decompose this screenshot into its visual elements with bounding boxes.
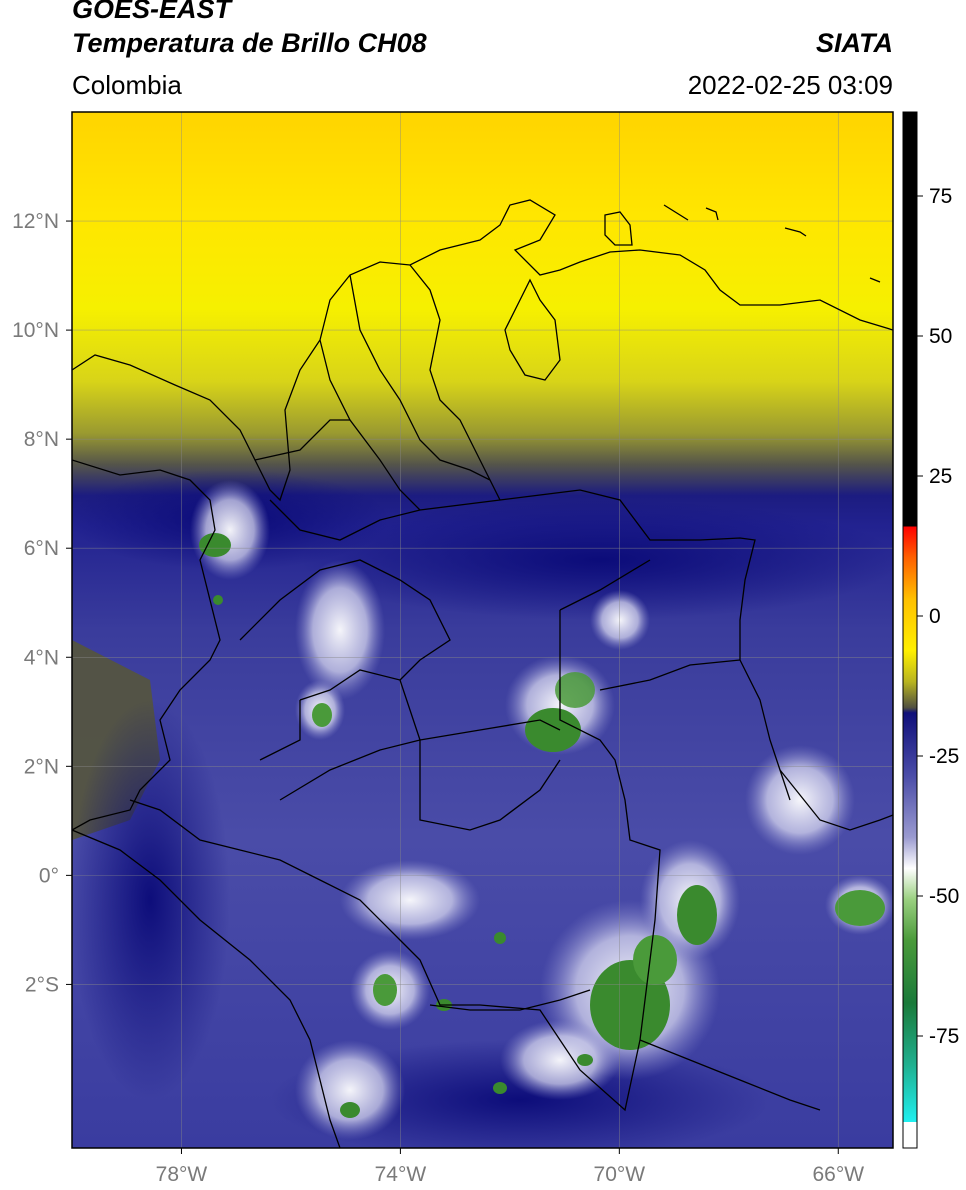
island	[663, 204, 689, 221]
island	[784, 227, 807, 237]
lon-tick-label: 66°W	[812, 1163, 864, 1186]
cold-cloud-top	[494, 932, 506, 944]
coastlines-borders	[72, 199, 893, 1148]
cloud-cluster	[340, 860, 480, 940]
cold-cloud-top	[312, 703, 332, 727]
internal-border	[299, 669, 421, 741]
internal-border	[409, 264, 491, 481]
cold-cloud-top	[525, 708, 581, 752]
colorbar-tick-label: -50	[929, 885, 959, 908]
internal-border	[349, 274, 501, 501]
internal-border	[419, 740, 561, 831]
ecuador-peru-border	[72, 829, 341, 1148]
gridlines	[72, 112, 893, 1148]
cloud-cluster	[590, 590, 650, 650]
cloud-cluster	[745, 745, 855, 855]
longitude-axis: 78°W 74°W 70°W 66°W	[156, 1148, 864, 1186]
lon-tick-label: 70°W	[594, 1163, 646, 1186]
cloud-cluster	[190, 480, 270, 580]
title-product: Temperatura de Brillo CH08	[72, 28, 427, 58]
brazil-border	[779, 769, 893, 831]
paraguana-peninsula	[604, 211, 633, 246]
colorbar-tick-label: -75	[929, 1025, 959, 1048]
cloud-cluster	[500, 1020, 620, 1100]
cold-cloud-top	[373, 974, 397, 1006]
cold-cloud-top	[633, 935, 677, 985]
internal-border	[319, 339, 421, 511]
cold-cloud-top	[199, 533, 231, 557]
lat-tick-label: 10°N	[12, 319, 59, 342]
cold-cloud-top	[577, 1054, 593, 1066]
colorbar-tick-label: 0	[929, 605, 941, 628]
map-area	[72, 112, 893, 1148]
navy-band-sw	[72, 700, 230, 1100]
latitude-axis: 12°N 10°N 8°N 6°N 4°N 2°N 0° 2°S	[12, 210, 72, 996]
internal-border	[639, 1039, 821, 1111]
region-label: Colombia	[72, 70, 182, 100]
map-frame	[71, 111, 894, 1149]
pacific-coast	[72, 459, 221, 831]
internal-border	[254, 419, 350, 461]
colorbar-ticks: 75 50 25 0 -25 -50 -75	[917, 185, 959, 1048]
timestamp: 2022-02-25 03:09	[687, 70, 893, 100]
lat-tick-label: 2°S	[25, 973, 59, 996]
cold-cloud-top	[340, 1102, 360, 1118]
colombia-south-border	[129, 610, 661, 1112]
caribbean-coast	[72, 199, 893, 502]
cold-cloud-top	[493, 1082, 507, 1094]
lat-tick-label: 2°N	[24, 755, 59, 778]
colorbar-tick-label: 75	[929, 185, 952, 208]
lat-tick-label: 6°N	[24, 537, 59, 560]
navy-band	[300, 500, 893, 620]
internal-border	[259, 700, 301, 761]
internal-border	[239, 559, 451, 681]
cloud-cluster	[295, 560, 385, 700]
lon-tick-label: 78°W	[156, 1163, 208, 1186]
lake-maracaibo	[504, 278, 561, 381]
lat-tick-label: 0°	[39, 864, 59, 887]
lon-tick-label: 74°W	[375, 1163, 427, 1186]
internal-border	[599, 659, 741, 691]
colombia-venezuela-border	[269, 489, 791, 801]
internal-border	[419, 719, 561, 741]
internal-border	[559, 559, 651, 611]
cold-cloud-top	[555, 672, 595, 708]
internal-border	[279, 739, 421, 801]
island	[705, 207, 719, 221]
colorbar-tick-label: -25	[929, 745, 959, 768]
lat-tick-label: 8°N	[24, 428, 59, 451]
island	[869, 277, 881, 283]
lat-tick-label: 12°N	[12, 210, 59, 233]
brand-label: SIATA	[816, 28, 893, 58]
colorbar-tick-label: 25	[929, 465, 952, 488]
internal-border	[429, 989, 591, 1011]
cold-cloud-top	[677, 885, 717, 945]
colorbar	[902, 111, 918, 1149]
colorbar-tick-label: 50	[929, 325, 952, 348]
cloud-cluster	[295, 1040, 405, 1140]
title-satellite: GOES-EAST	[72, 0, 232, 24]
cold-cloud-top	[835, 890, 885, 926]
cold-cloud-top	[213, 595, 223, 605]
lat-tick-label: 4°N	[24, 646, 59, 669]
